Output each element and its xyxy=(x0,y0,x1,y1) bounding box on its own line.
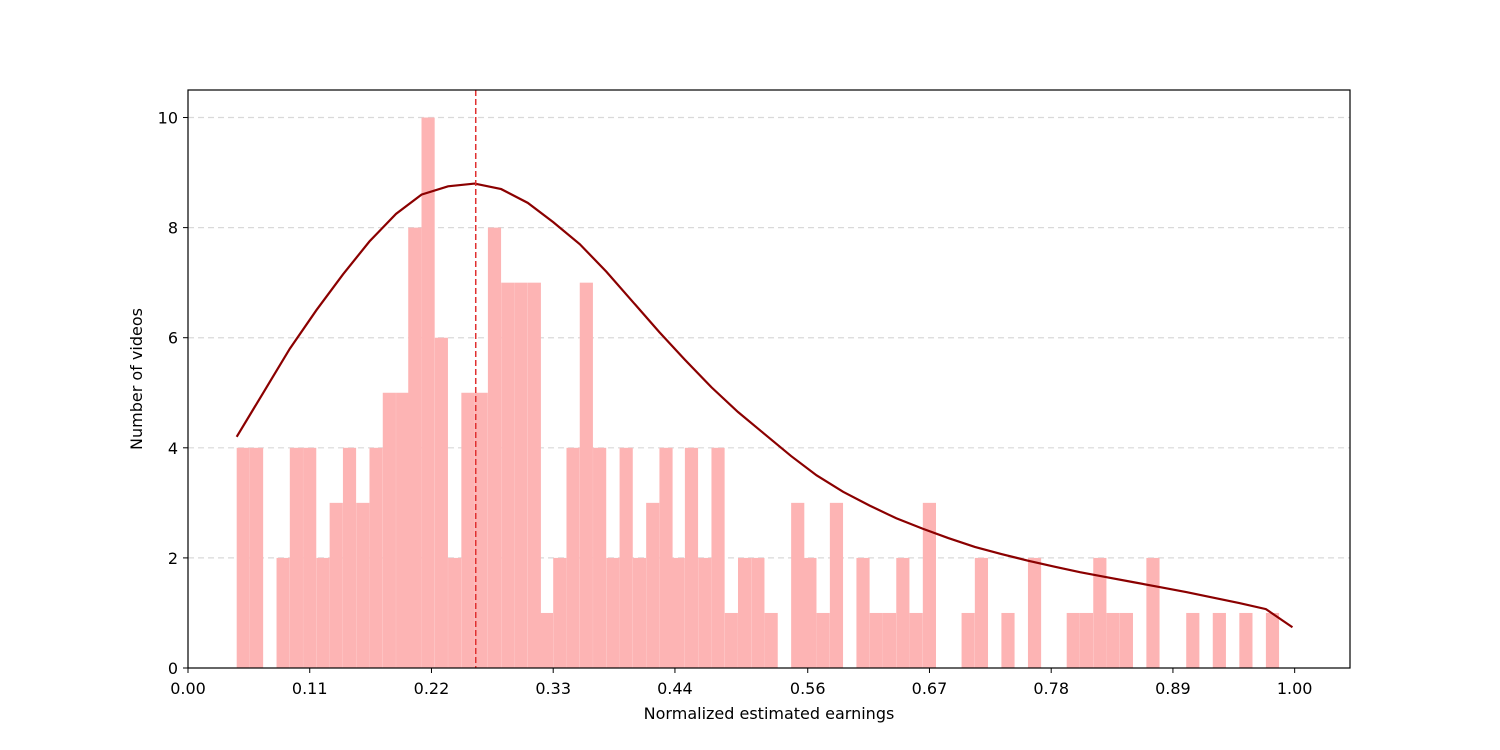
histogram-bar xyxy=(1146,557,1160,668)
histogram-bar xyxy=(303,447,317,668)
histogram-bar xyxy=(974,557,989,668)
y-tick-label: 8 xyxy=(168,219,178,238)
y-axis-label: Number of videos xyxy=(127,308,146,450)
histogram-bar xyxy=(791,502,805,668)
histogram-bar xyxy=(1106,612,1120,668)
y-tick-label: 6 xyxy=(168,329,178,348)
x-axis-label: Normalized estimated earnings xyxy=(644,704,895,723)
histogram-bar xyxy=(356,502,370,668)
histogram-bar xyxy=(724,612,738,668)
histogram-bar xyxy=(501,282,515,668)
density-curve-layer xyxy=(235,182,1294,629)
y-axis-ticks: 0 2 4 6 8 10 xyxy=(158,109,188,678)
histogram-bar xyxy=(1093,557,1107,668)
histogram-bar xyxy=(593,447,607,668)
histogram-bar xyxy=(606,557,620,668)
histogram-bar xyxy=(764,612,778,668)
histogram-bar xyxy=(236,447,250,668)
histogram-bar xyxy=(711,447,725,668)
histogram-bar xyxy=(1212,612,1226,668)
histogram-bar xyxy=(474,392,488,668)
y-tick-label: 4 xyxy=(168,439,178,458)
histogram-bar xyxy=(646,502,660,668)
x-tick-label: 0.11 xyxy=(292,679,328,698)
histogram-bar xyxy=(249,447,264,668)
histogram-bar xyxy=(461,392,475,668)
histogram-bar xyxy=(1027,557,1042,668)
y-tick-label: 0 xyxy=(168,659,178,678)
histogram-bar xyxy=(1066,612,1080,668)
x-tick-label: 0.67 xyxy=(912,679,948,698)
histogram-bar xyxy=(434,337,448,668)
x-tick-label: 0.00 xyxy=(170,679,206,698)
histogram-bar xyxy=(961,612,975,668)
histogram-bar xyxy=(1186,612,1200,668)
y-tick-label: 10 xyxy=(158,109,178,128)
histogram-bar xyxy=(527,282,541,668)
histogram-bar xyxy=(632,557,647,668)
plot-frame xyxy=(187,89,1351,669)
histogram-bar xyxy=(922,502,936,668)
histogram-bar xyxy=(1265,612,1280,668)
gridlines xyxy=(188,116,1350,559)
histogram-bar xyxy=(816,612,830,668)
histogram-bar xyxy=(316,557,330,668)
histogram-bar xyxy=(671,557,685,668)
x-tick-label: 1.00 xyxy=(1277,679,1313,698)
histogram-bar xyxy=(856,557,870,668)
y-tick-label: 2 xyxy=(168,549,178,568)
histogram-bar xyxy=(1239,612,1253,668)
histogram-bar xyxy=(869,612,883,668)
histogram-bar xyxy=(1079,612,1094,668)
histogram-bar xyxy=(276,557,290,668)
x-tick-label: 0.22 xyxy=(414,679,450,698)
density-curve xyxy=(235,182,1294,629)
x-tick-label: 0.56 xyxy=(790,679,826,698)
histogram-bar xyxy=(909,612,923,668)
histogram-bar xyxy=(448,557,462,668)
histogram-bar xyxy=(539,612,554,668)
histogram-bar xyxy=(342,447,357,668)
x-axis-ticks: 0.00 0.11 0.22 0.33 0.44 0.56 0.67 0.78 0.89 1.00 xyxy=(170,668,1312,698)
x-tick-label: 0.33 xyxy=(535,679,571,698)
histogram-bar xyxy=(698,557,712,668)
histogram-bar xyxy=(829,502,844,668)
histogram-bar xyxy=(684,447,699,668)
histogram-bar xyxy=(408,227,422,668)
histogram-bar xyxy=(329,502,343,668)
x-tick-label: 0.89 xyxy=(1155,679,1191,698)
histogram-bar xyxy=(619,447,633,668)
histogram-bar xyxy=(514,282,528,668)
histogram-bar xyxy=(369,447,383,668)
histogram-bar xyxy=(738,557,752,668)
histogram-bar xyxy=(751,557,765,668)
histogram-bar xyxy=(803,557,817,668)
histogram-bar xyxy=(487,227,502,668)
histogram-bar xyxy=(396,392,410,668)
histogram-bar xyxy=(896,557,910,668)
histogram-bar xyxy=(1119,612,1133,668)
x-tick-label: 0.78 xyxy=(1033,679,1069,698)
histogram-bar xyxy=(289,447,303,668)
x-tick-label: 0.44 xyxy=(657,679,693,698)
histogram-bar xyxy=(882,612,897,668)
histogram-bar xyxy=(1001,612,1015,668)
histogram-bar xyxy=(421,117,435,669)
histogram-bar xyxy=(566,447,580,668)
histogram-bar xyxy=(659,447,673,668)
histogram-bar xyxy=(553,557,567,668)
histogram-bar xyxy=(579,282,593,668)
histogram-bars xyxy=(236,117,1280,669)
histogram-bar xyxy=(382,392,396,668)
